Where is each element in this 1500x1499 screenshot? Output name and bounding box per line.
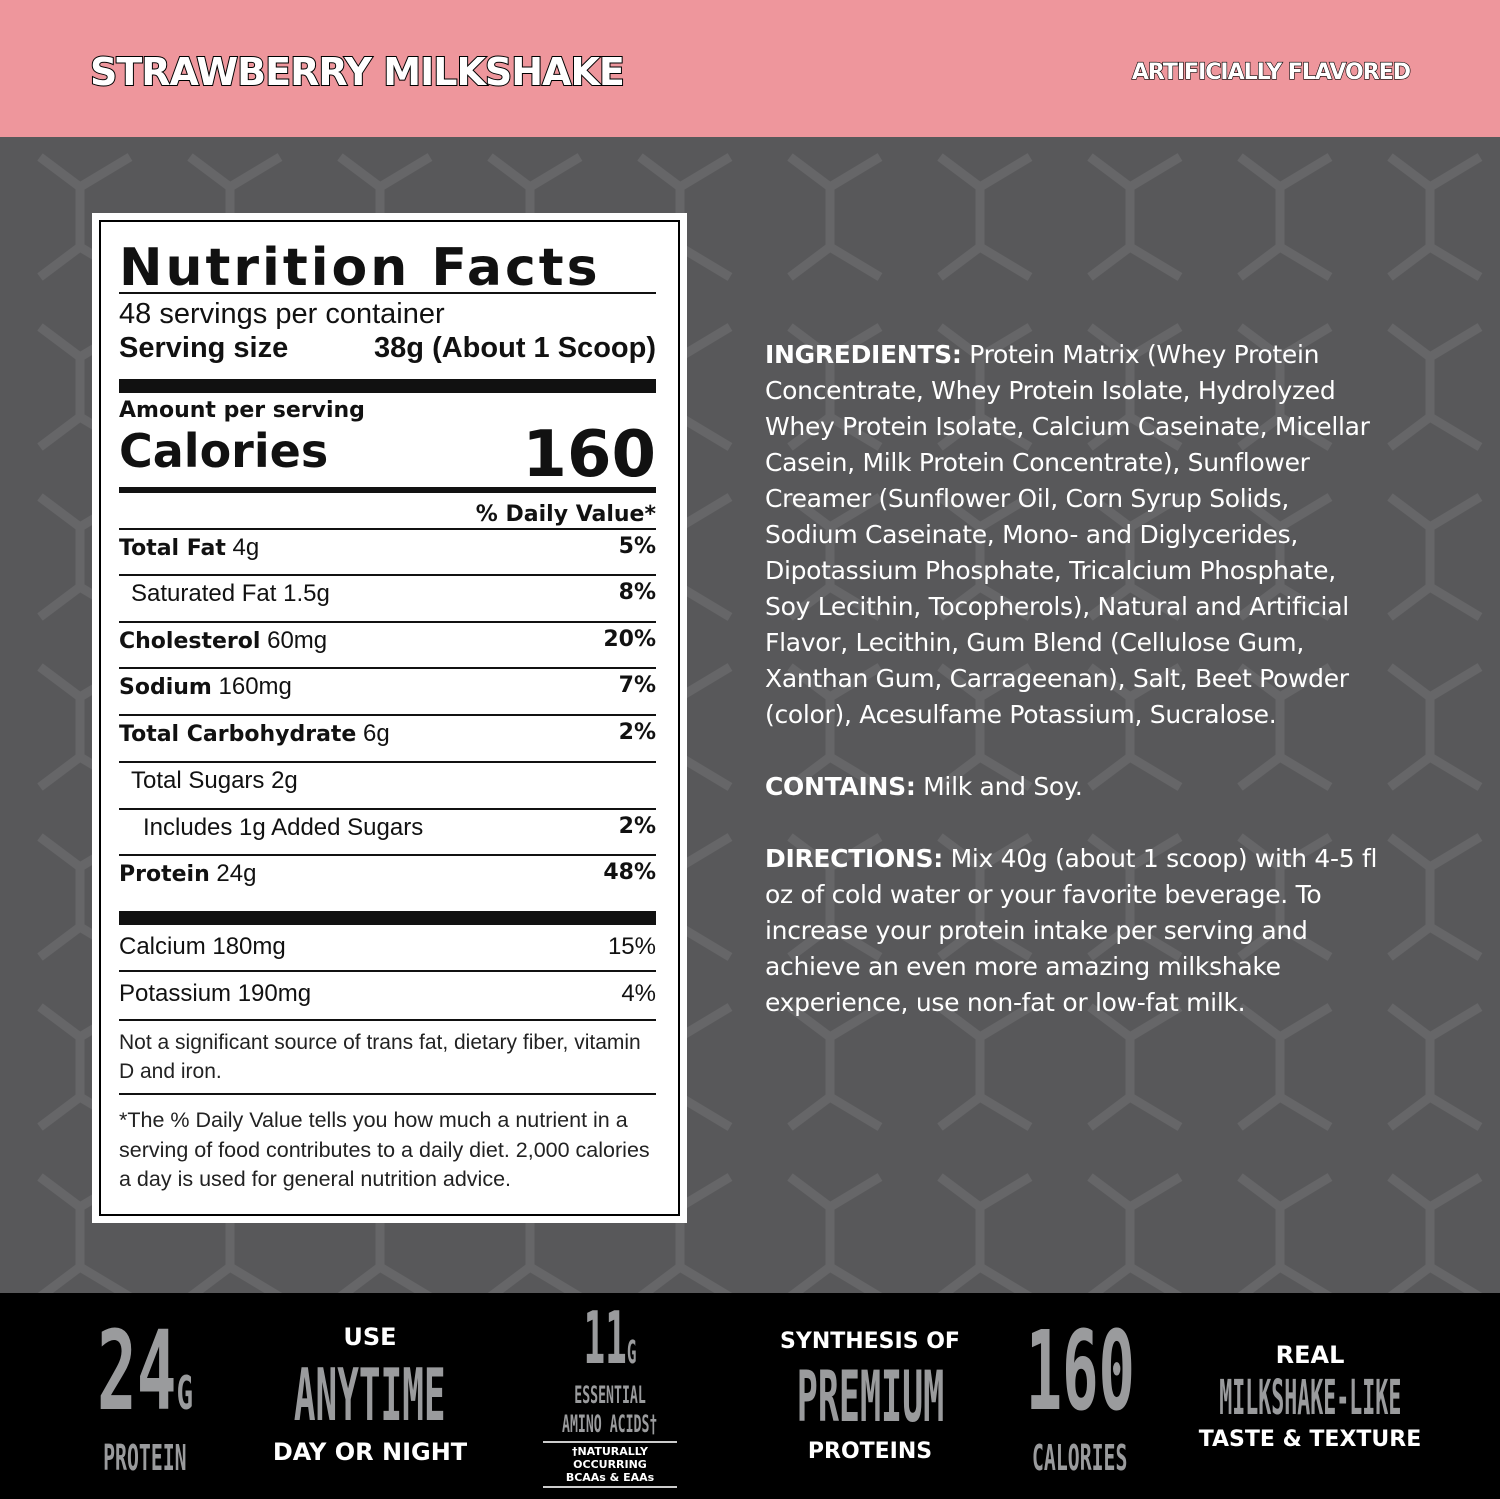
nutrient-name: Sodium (119, 675, 212, 700)
flavor-banner: STRAWBERRY MILKSHAKE ARTIFICIALLY FLAVOR… (0, 0, 1500, 137)
nutrient-name: Cholesterol (119, 629, 261, 654)
product-info: INGREDIENTS: Protein Matrix (Whey Protei… (765, 337, 1385, 1057)
nutrient-amount: 6g (363, 720, 390, 747)
nutrient-row: Cholesterol 60mg 20% (119, 621, 656, 673)
daily-value-footnote: *The % Daily Value tells you how much a … (119, 1108, 650, 1191)
nutrient-daily-value: 8% (618, 580, 656, 605)
directions: DIRECTIONS: Mix 40g (about 1 scoop) with… (765, 844, 1378, 1017)
nutrient-daily-value: 2% (618, 720, 656, 745)
nutrient-amount: 160mg (218, 673, 292, 700)
nutrient-row: Protein 24g 48% (119, 854, 656, 906)
flavor-name: STRAWBERRY MILKSHAKE (89, 49, 626, 95)
nutrient-row: Total Fat 4g 5% (119, 528, 656, 580)
mineral-daily-value: 4% (621, 980, 656, 1007)
mineral-daily-value: 15% (607, 933, 656, 960)
mineral-name: Calcium 180mg (119, 933, 286, 960)
nutrient-daily-value: 2% (618, 814, 656, 839)
nutrient-name: Saturated Fat (131, 580, 277, 607)
feature-milkshake: REAL MILKSHAKE-LIKE TASTE & TEXTURE (1198, 1341, 1422, 1453)
mineral-row: Calcium 180mg 15% (119, 933, 656, 961)
nutrient-row: Saturated Fat 1.5g 8% (119, 574, 656, 626)
nutrient-name: Total Fat (119, 536, 226, 561)
ingredients: INGREDIENTS: Protein Matrix (Whey Protei… (765, 340, 1370, 729)
nutrient-daily-value: 48% (603, 860, 656, 885)
nutrient-amount: 4g (232, 534, 260, 561)
nutrition-title: Nutrition Facts (119, 238, 601, 298)
nutrient-row: Sodium 160mg 7% (119, 667, 656, 719)
mineral-row: Potassium 190mg 4% (119, 970, 656, 1008)
servings-per-container: 48 servings per container (119, 298, 445, 330)
amount-per-serving: Amount per serving (119, 398, 365, 423)
nutrient-row: Includes 1g Added Sugars 2% (119, 808, 656, 860)
calories-value: 160 (522, 418, 656, 492)
feature-protein: 24G PROTEIN (96, 1307, 194, 1479)
nutrient-amount: 2g (271, 767, 298, 794)
feature-strip (0, 1293, 1500, 1499)
feature-amino-acids: 11G ESSENTIAL AMINO ACIDS† †NATURALLY OCC… (535, 1293, 685, 1499)
mineral-name: Potassium 190mg (119, 980, 312, 1007)
nutrient-name: Protein (119, 862, 210, 887)
nutrient-amount: 60mg (267, 627, 328, 654)
nutrient-daily-value: 20% (603, 627, 656, 652)
nutrient-amount: 24g (216, 860, 257, 887)
feature-anytime: USE ANYTIME DAY OR NIGHT (272, 1323, 468, 1467)
serving-size-label: Serving size (119, 332, 289, 364)
nutrient-name: Total Carbohydrate (119, 722, 357, 747)
serving-size-value: 38g (About 1 Scoop) (374, 332, 656, 364)
nutrition-facts-panel: Nutrition Facts 48 servings per containe… (92, 213, 687, 1223)
nutrient-row: Total Sugars 2g (119, 761, 656, 813)
feature-calories: 160 CALORIES (1025, 1307, 1135, 1479)
nutrient-daily-value: 7% (618, 673, 656, 698)
flavor-note: ARTIFICIALLY FLAVORED (1131, 59, 1411, 85)
nutrient-daily-value: 5% (618, 534, 656, 559)
nutrient-name: Includes 1g Added Sugars (143, 814, 424, 841)
nutrient-row: Total Carbohydrate 6g 2% (119, 714, 656, 766)
allergens: CONTAINS: Milk and Soy. (765, 772, 1083, 801)
calories-label: Calories (119, 424, 329, 478)
daily-value-header: % Daily Value* (475, 502, 656, 527)
nutrient-name: Total Sugars (131, 767, 265, 794)
nutrient-amount: 1.5g (283, 580, 330, 607)
not-significant-note: Not a significant source of trans fat, d… (119, 1031, 641, 1083)
feature-premium: SYNTHESIS OF PREMIUM PROTEINS (780, 1329, 960, 1465)
